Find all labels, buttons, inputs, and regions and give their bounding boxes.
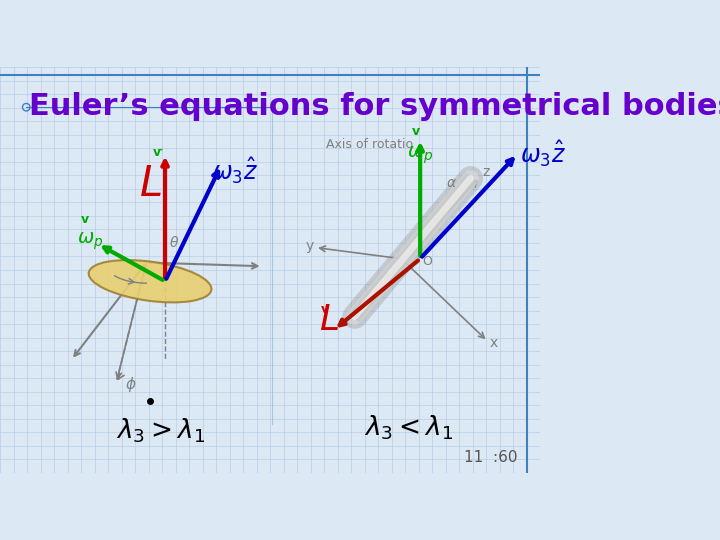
Text: $L$: $L$ [319, 303, 339, 337]
Text: Euler’s equations for symmetrical bodies: Euler’s equations for symmetrical bodies [29, 92, 720, 121]
Text: $\omega_3\hat{z}$: $\omega_3\hat{z}$ [212, 156, 258, 186]
Text: $\lambda_3 < \lambda_1$: $\lambda_3 < \lambda_1$ [364, 413, 453, 442]
Ellipse shape [89, 260, 212, 302]
Text: 11  :60: 11 :60 [464, 450, 518, 465]
Text: $\mathbf{v}$: $\mathbf{v}$ [80, 213, 90, 226]
Text: Axis of rotatio: Axis of rotatio [326, 138, 413, 151]
Text: $\lambda_3 > \lambda_1$: $\lambda_3 > \lambda_1$ [117, 417, 205, 445]
Text: $\theta$: $\theta$ [168, 235, 179, 251]
Text: y: y [305, 239, 314, 253]
Text: $\omega_p$: $\omega_p$ [408, 144, 433, 166]
Text: $L$: $L$ [139, 164, 161, 206]
Text: $\mathbf{v}$: $\mathbf{v}$ [320, 303, 330, 316]
Text: $\mathbf{v}$: $\mathbf{v}$ [411, 125, 421, 138]
Text: $\alpha$: $\alpha$ [446, 177, 457, 191]
Text: O: O [423, 255, 432, 268]
Text: x: x [489, 336, 498, 350]
Text: z: z [482, 165, 490, 179]
Text: $\omega_p$: $\omega_p$ [77, 231, 104, 252]
Text: $\vec{}$: $\vec{}$ [157, 144, 163, 153]
Text: $\mathbf{v}$: $\mathbf{v}$ [153, 146, 162, 159]
Text: $\omega_3\hat{z}$: $\omega_3\hat{z}$ [520, 138, 566, 169]
Text: $\phi$: $\phi$ [125, 375, 137, 394]
